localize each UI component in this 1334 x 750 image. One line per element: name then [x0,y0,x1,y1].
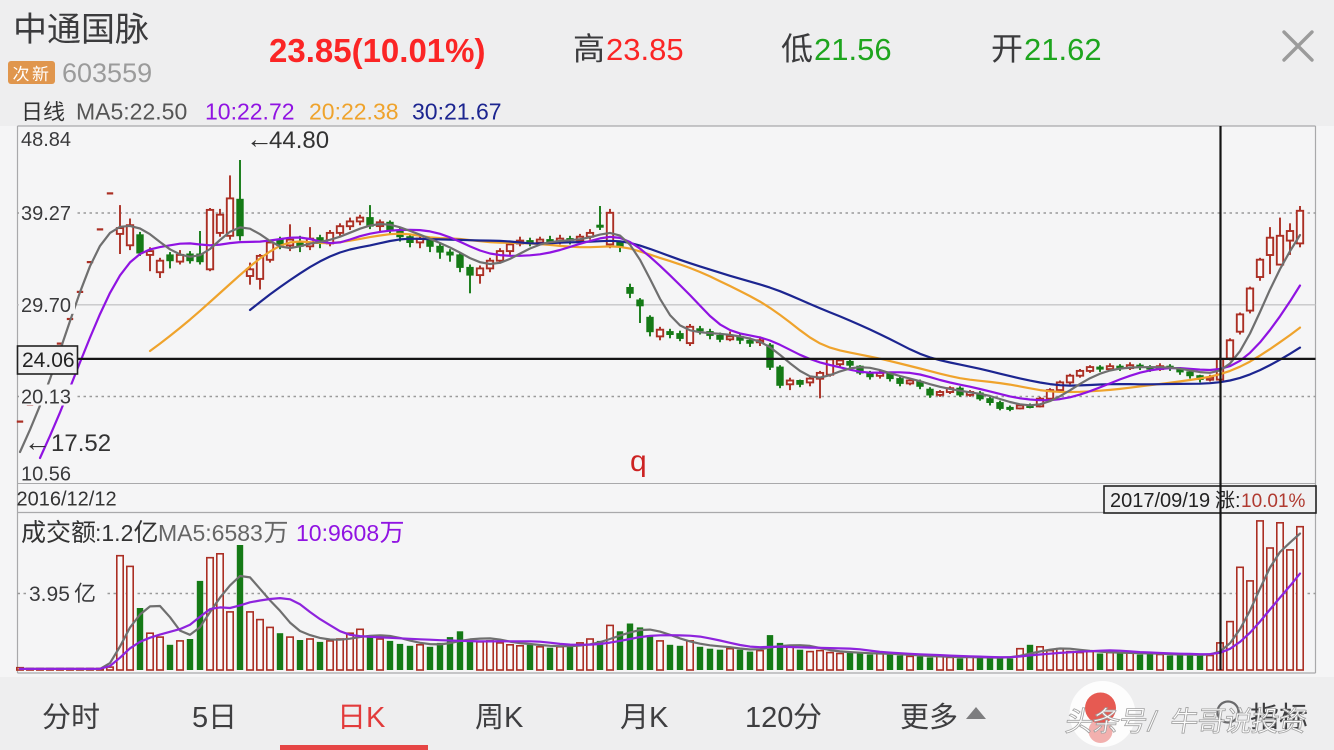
svg-text:24.06: 24.06 [22,349,75,372]
svg-text:10.01%: 10.01% [1241,491,1306,512]
svg-text:10:22.72: 10:22.72 [205,99,295,125]
svg-text:21.56: 21.56 [814,32,892,67]
svg-text:2017/09/19: 2017/09/19 [1110,490,1210,512]
svg-text:←: ← [24,427,51,457]
svg-text:603559: 603559 [62,58,152,88]
svg-text:17.52: 17.52 [51,430,111,457]
svg-text:MA5:22.50: MA5:22.50 [76,99,187,125]
svg-text:10:9608: 10:9608 [296,520,379,546]
svg-text:K: K [649,702,669,734]
svg-text:K: K [366,702,386,734]
svg-text:20.13: 20.13 [21,387,71,409]
svg-text:←: ← [246,124,273,154]
svg-text:MA5:6583: MA5:6583 [158,520,263,546]
svg-text:48.84: 48.84 [21,129,71,151]
svg-text:q: q [630,445,647,478]
svg-text:21.62: 21.62 [1024,32,1102,67]
svg-text:3.95: 3.95 [29,583,70,606]
svg-text:44.80: 44.80 [269,127,329,154]
svg-text:5: 5 [192,702,208,734]
svg-text:K: K [504,702,524,734]
svg-text:23.85: 23.85 [606,32,684,67]
svg-text:30:21.67: 30:21.67 [412,99,502,125]
svg-text:10.56: 10.56 [21,464,71,486]
svg-text::1.2: :1.2 [95,520,133,546]
svg-text:39.27: 39.27 [21,203,71,225]
svg-text:2016/12/12: 2016/12/12 [17,489,117,511]
svg-text:29.70: 29.70 [21,295,71,317]
svg-text:23.85(10.01%): 23.85(10.01%) [269,32,485,69]
svg-text:20:22.38: 20:22.38 [309,99,399,125]
svg-text:120: 120 [745,702,793,734]
svg-text::: : [1235,490,1241,512]
